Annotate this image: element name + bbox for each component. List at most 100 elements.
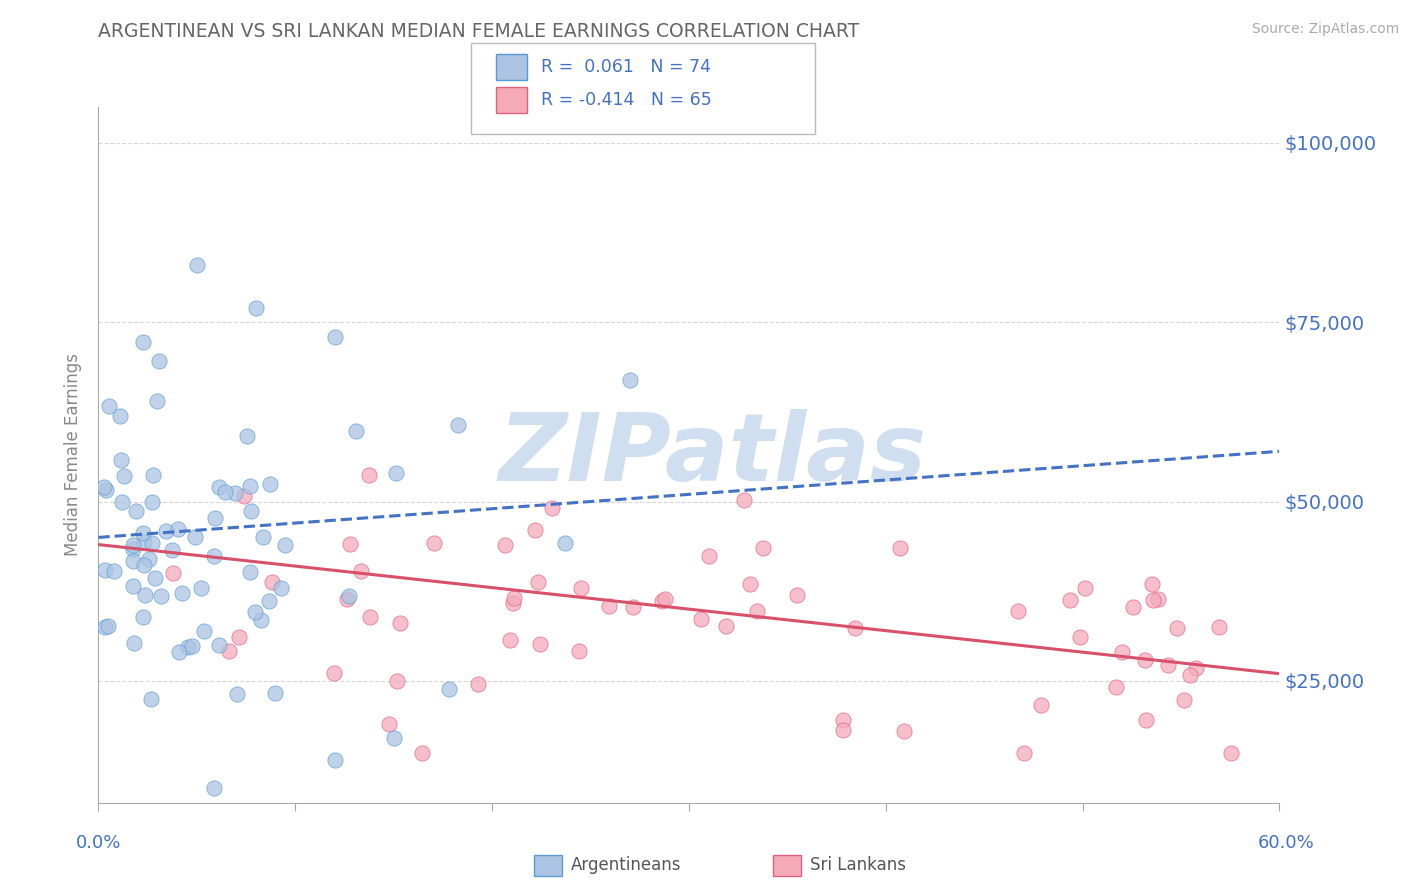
Point: [252, 530, 274, 544]
Point: [204, 511, 226, 525]
Point: [1157, 658, 1180, 673]
Point: [323, 753, 346, 767]
Point: [259, 594, 281, 608]
Point: [786, 588, 808, 602]
Point: [155, 524, 177, 538]
Text: R = -0.414   N = 65: R = -0.414 N = 65: [541, 91, 711, 109]
Point: [139, 692, 162, 706]
Text: 0.0%: 0.0%: [76, 834, 121, 852]
Point: [132, 610, 155, 624]
Point: [259, 477, 281, 491]
Point: [1219, 746, 1241, 760]
Point: [122, 579, 145, 593]
Point: [524, 523, 547, 537]
Point: [733, 493, 755, 508]
Point: [263, 686, 285, 700]
Point: [385, 673, 408, 688]
Point: [141, 536, 163, 550]
Point: [141, 495, 163, 509]
Point: [344, 424, 367, 438]
Text: Source: ZipAtlas.com: Source: ZipAtlas.com: [1251, 22, 1399, 37]
Point: [529, 637, 551, 651]
Point: [832, 723, 855, 738]
Point: [502, 596, 524, 610]
Point: [239, 479, 262, 493]
Point: [236, 428, 259, 442]
Point: [122, 542, 145, 557]
Point: [167, 645, 190, 659]
Point: [190, 581, 212, 595]
Point: [150, 589, 173, 603]
Point: [350, 564, 373, 578]
Text: Sri Lankans: Sri Lankans: [810, 856, 905, 874]
Text: R =  0.061   N = 74: R = 0.061 N = 74: [541, 58, 711, 76]
Point: [93, 480, 115, 494]
Point: [568, 644, 591, 658]
Point: [110, 453, 132, 467]
Point: [323, 666, 346, 681]
Point: [1133, 653, 1156, 667]
Point: [447, 417, 470, 432]
Point: [124, 636, 146, 650]
Point: [122, 554, 145, 568]
Point: [598, 599, 620, 613]
Point: [1208, 619, 1230, 633]
Point: [122, 539, 145, 553]
Point: [132, 558, 155, 573]
Point: [339, 537, 361, 551]
Point: [502, 591, 524, 606]
Point: [384, 466, 406, 480]
Point: [411, 746, 433, 760]
Point: [162, 566, 184, 580]
Point: [245, 301, 267, 315]
Point: [1074, 582, 1097, 596]
Point: [262, 575, 284, 590]
Point: [97, 399, 120, 413]
Point: [437, 681, 460, 696]
Point: [569, 582, 592, 596]
Y-axis label: Median Female Earnings: Median Female Earnings: [65, 353, 83, 557]
Point: [832, 714, 855, 728]
Point: [1140, 577, 1163, 591]
Point: [747, 604, 769, 618]
Point: [250, 614, 273, 628]
Point: [1012, 746, 1035, 760]
Point: [1029, 698, 1052, 712]
Point: [690, 612, 713, 626]
Point: [389, 615, 412, 630]
Point: [193, 624, 215, 639]
Text: Argentineans: Argentineans: [571, 856, 682, 874]
Point: [422, 536, 444, 550]
Point: [94, 620, 117, 634]
Point: [1178, 668, 1201, 682]
Point: [893, 724, 915, 739]
Text: 60.0%: 60.0%: [1258, 834, 1315, 852]
Point: [103, 564, 125, 578]
Point: [208, 638, 231, 652]
Point: [141, 468, 163, 483]
Point: [1069, 630, 1091, 644]
Point: [134, 588, 156, 602]
Point: [740, 577, 762, 591]
Point: [1104, 680, 1126, 694]
Point: [233, 489, 256, 503]
Point: [170, 586, 193, 600]
Point: [218, 644, 240, 658]
Point: [228, 630, 250, 644]
Point: [619, 373, 641, 387]
Point: [143, 571, 166, 585]
Point: [1007, 604, 1029, 618]
Point: [146, 393, 169, 408]
Point: [110, 495, 132, 509]
Text: ARGENTINEAN VS SRI LANKAN MEDIAN FEMALE EARNINGS CORRELATION CHART: ARGENTINEAN VS SRI LANKAN MEDIAN FEMALE …: [98, 22, 859, 41]
Point: [1173, 692, 1195, 706]
Point: [224, 486, 246, 500]
Point: [94, 563, 117, 577]
Point: [132, 535, 155, 549]
Point: [714, 619, 737, 633]
Point: [270, 581, 292, 595]
Point: [1142, 593, 1164, 607]
Point: [336, 591, 359, 606]
Point: [274, 538, 297, 552]
Point: [239, 504, 262, 518]
